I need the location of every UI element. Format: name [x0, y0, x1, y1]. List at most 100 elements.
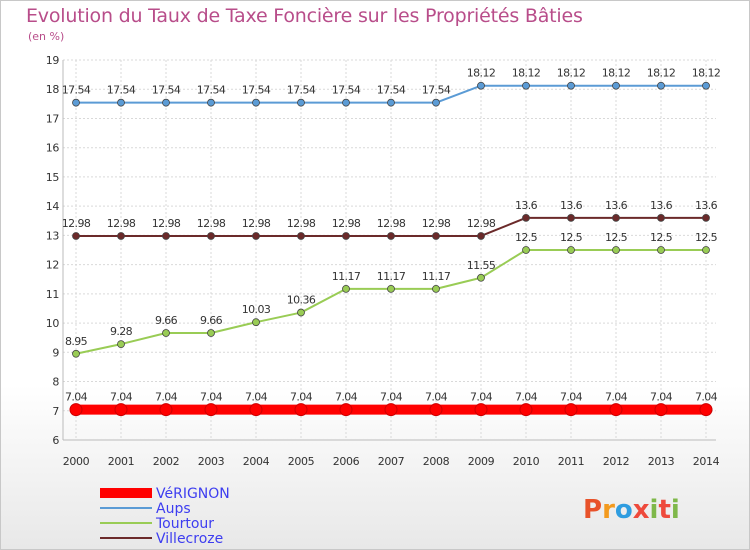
- data-label: 12.5: [560, 231, 583, 244]
- data-label: 7.04: [515, 391, 538, 404]
- data-point: [162, 98, 170, 107]
- data-label: 7.04: [425, 391, 448, 404]
- data-label: 12.98: [152, 217, 181, 230]
- data-point: [564, 403, 578, 417]
- data-label: 12.5: [605, 231, 628, 244]
- data-label: 10.36: [287, 294, 316, 307]
- legend-label: Tourtour: [155, 516, 214, 532]
- data-point: [567, 213, 575, 222]
- data-point: [474, 403, 488, 417]
- data-label: 17.54: [152, 84, 181, 97]
- y-tick-label: 6: [52, 434, 59, 447]
- data-label: 11.17: [422, 270, 451, 283]
- data-point: [522, 246, 530, 254]
- data-label: 7.04: [380, 391, 403, 404]
- y-tick-label: 19: [46, 54, 60, 67]
- data-label: 13.6: [605, 199, 628, 212]
- y-tick-label: 12: [46, 259, 59, 272]
- data-point: [519, 403, 533, 417]
- data-label: 18.12: [467, 67, 496, 80]
- data-point: [72, 232, 80, 240]
- data-point: [72, 349, 80, 358]
- chart-subtitle: (en %): [28, 30, 65, 43]
- logo-letter: x: [633, 495, 650, 525]
- data-label: 8.95: [65, 335, 88, 348]
- data-point: [477, 232, 485, 240]
- legend-label: VéRIGNON: [156, 486, 230, 502]
- logo-letter: i: [671, 495, 680, 525]
- data-label: 12.98: [242, 217, 271, 230]
- data-label: 9.28: [110, 325, 133, 338]
- data-point: [387, 284, 395, 293]
- data-label: 17.54: [242, 84, 271, 97]
- y-tick-label: 13: [46, 229, 60, 242]
- x-tick-label: 2008: [423, 455, 450, 468]
- data-point: [252, 318, 260, 327]
- data-label: 12.98: [107, 217, 136, 230]
- x-tick-label: 2014: [693, 455, 720, 468]
- logo: Proxiti: [583, 495, 680, 525]
- data-label: 7.04: [470, 391, 493, 404]
- data-point: [159, 403, 173, 417]
- data-point: [387, 232, 395, 240]
- y-tick-label: 7: [52, 405, 59, 418]
- data-label: 7.04: [245, 391, 268, 404]
- data-label: 13.6: [650, 199, 673, 212]
- data-label: 17.54: [332, 84, 361, 97]
- data-label: 12.98: [197, 217, 226, 230]
- data-label: 7.04: [605, 391, 628, 404]
- logo-letter: o: [615, 495, 633, 525]
- data-label: 7.04: [200, 391, 223, 404]
- data-point: [657, 246, 665, 254]
- data-point: [204, 403, 218, 417]
- x-tick-label: 2013: [648, 455, 675, 468]
- y-tick-label: 15: [46, 171, 60, 184]
- data-label: 17.54: [422, 84, 451, 97]
- data-label: 7.04: [65, 391, 88, 404]
- data-point: [117, 232, 125, 240]
- data-label: 12.98: [332, 217, 361, 230]
- data-label: 13.6: [695, 199, 718, 212]
- data-labels: 17.54 17.54 17.54 17.54 17.54 17.54 17.54 17.54…: [62, 67, 721, 404]
- data-label: 18.12: [512, 67, 541, 80]
- data-point: [117, 98, 125, 107]
- data-point: [252, 232, 260, 240]
- data-label: 7.04: [560, 391, 583, 404]
- data-point: [654, 403, 668, 417]
- data-point: [207, 329, 215, 337]
- data-point: [297, 232, 305, 240]
- x-tick-label: 2005: [288, 455, 315, 468]
- data-point: [114, 403, 128, 417]
- data-label: 18.12: [557, 67, 586, 80]
- data-label: 12.5: [650, 231, 673, 244]
- data-label: 12.5: [695, 231, 718, 244]
- logo-letter: i: [650, 495, 659, 525]
- data-point: [384, 403, 398, 417]
- data-label: 12.98: [287, 217, 316, 230]
- data-point: [429, 403, 443, 417]
- y-tick-label: 11: [46, 288, 59, 301]
- data-point: [387, 98, 395, 107]
- data-label: 18.12: [602, 67, 631, 80]
- data-label: 17.54: [62, 84, 91, 97]
- logo-letter: r: [602, 495, 615, 525]
- x-tick-label: 2011: [558, 455, 584, 468]
- data-label: 12.98: [422, 217, 451, 230]
- data-label: 9.66: [200, 314, 223, 327]
- data-point: [207, 232, 215, 240]
- data-label: 11.55: [467, 259, 496, 272]
- y-tick-label: 10: [46, 317, 60, 330]
- data-point: [699, 403, 713, 417]
- data-label: 13.6: [515, 199, 538, 212]
- data-point: [612, 213, 620, 222]
- data-point: [432, 284, 440, 293]
- data-point: [297, 98, 305, 107]
- data-point: [477, 273, 485, 282]
- data-point: [609, 403, 623, 417]
- x-tick-label: 2009: [468, 455, 495, 468]
- data-point: [612, 246, 620, 254]
- x-tick-label: 2000: [63, 455, 90, 468]
